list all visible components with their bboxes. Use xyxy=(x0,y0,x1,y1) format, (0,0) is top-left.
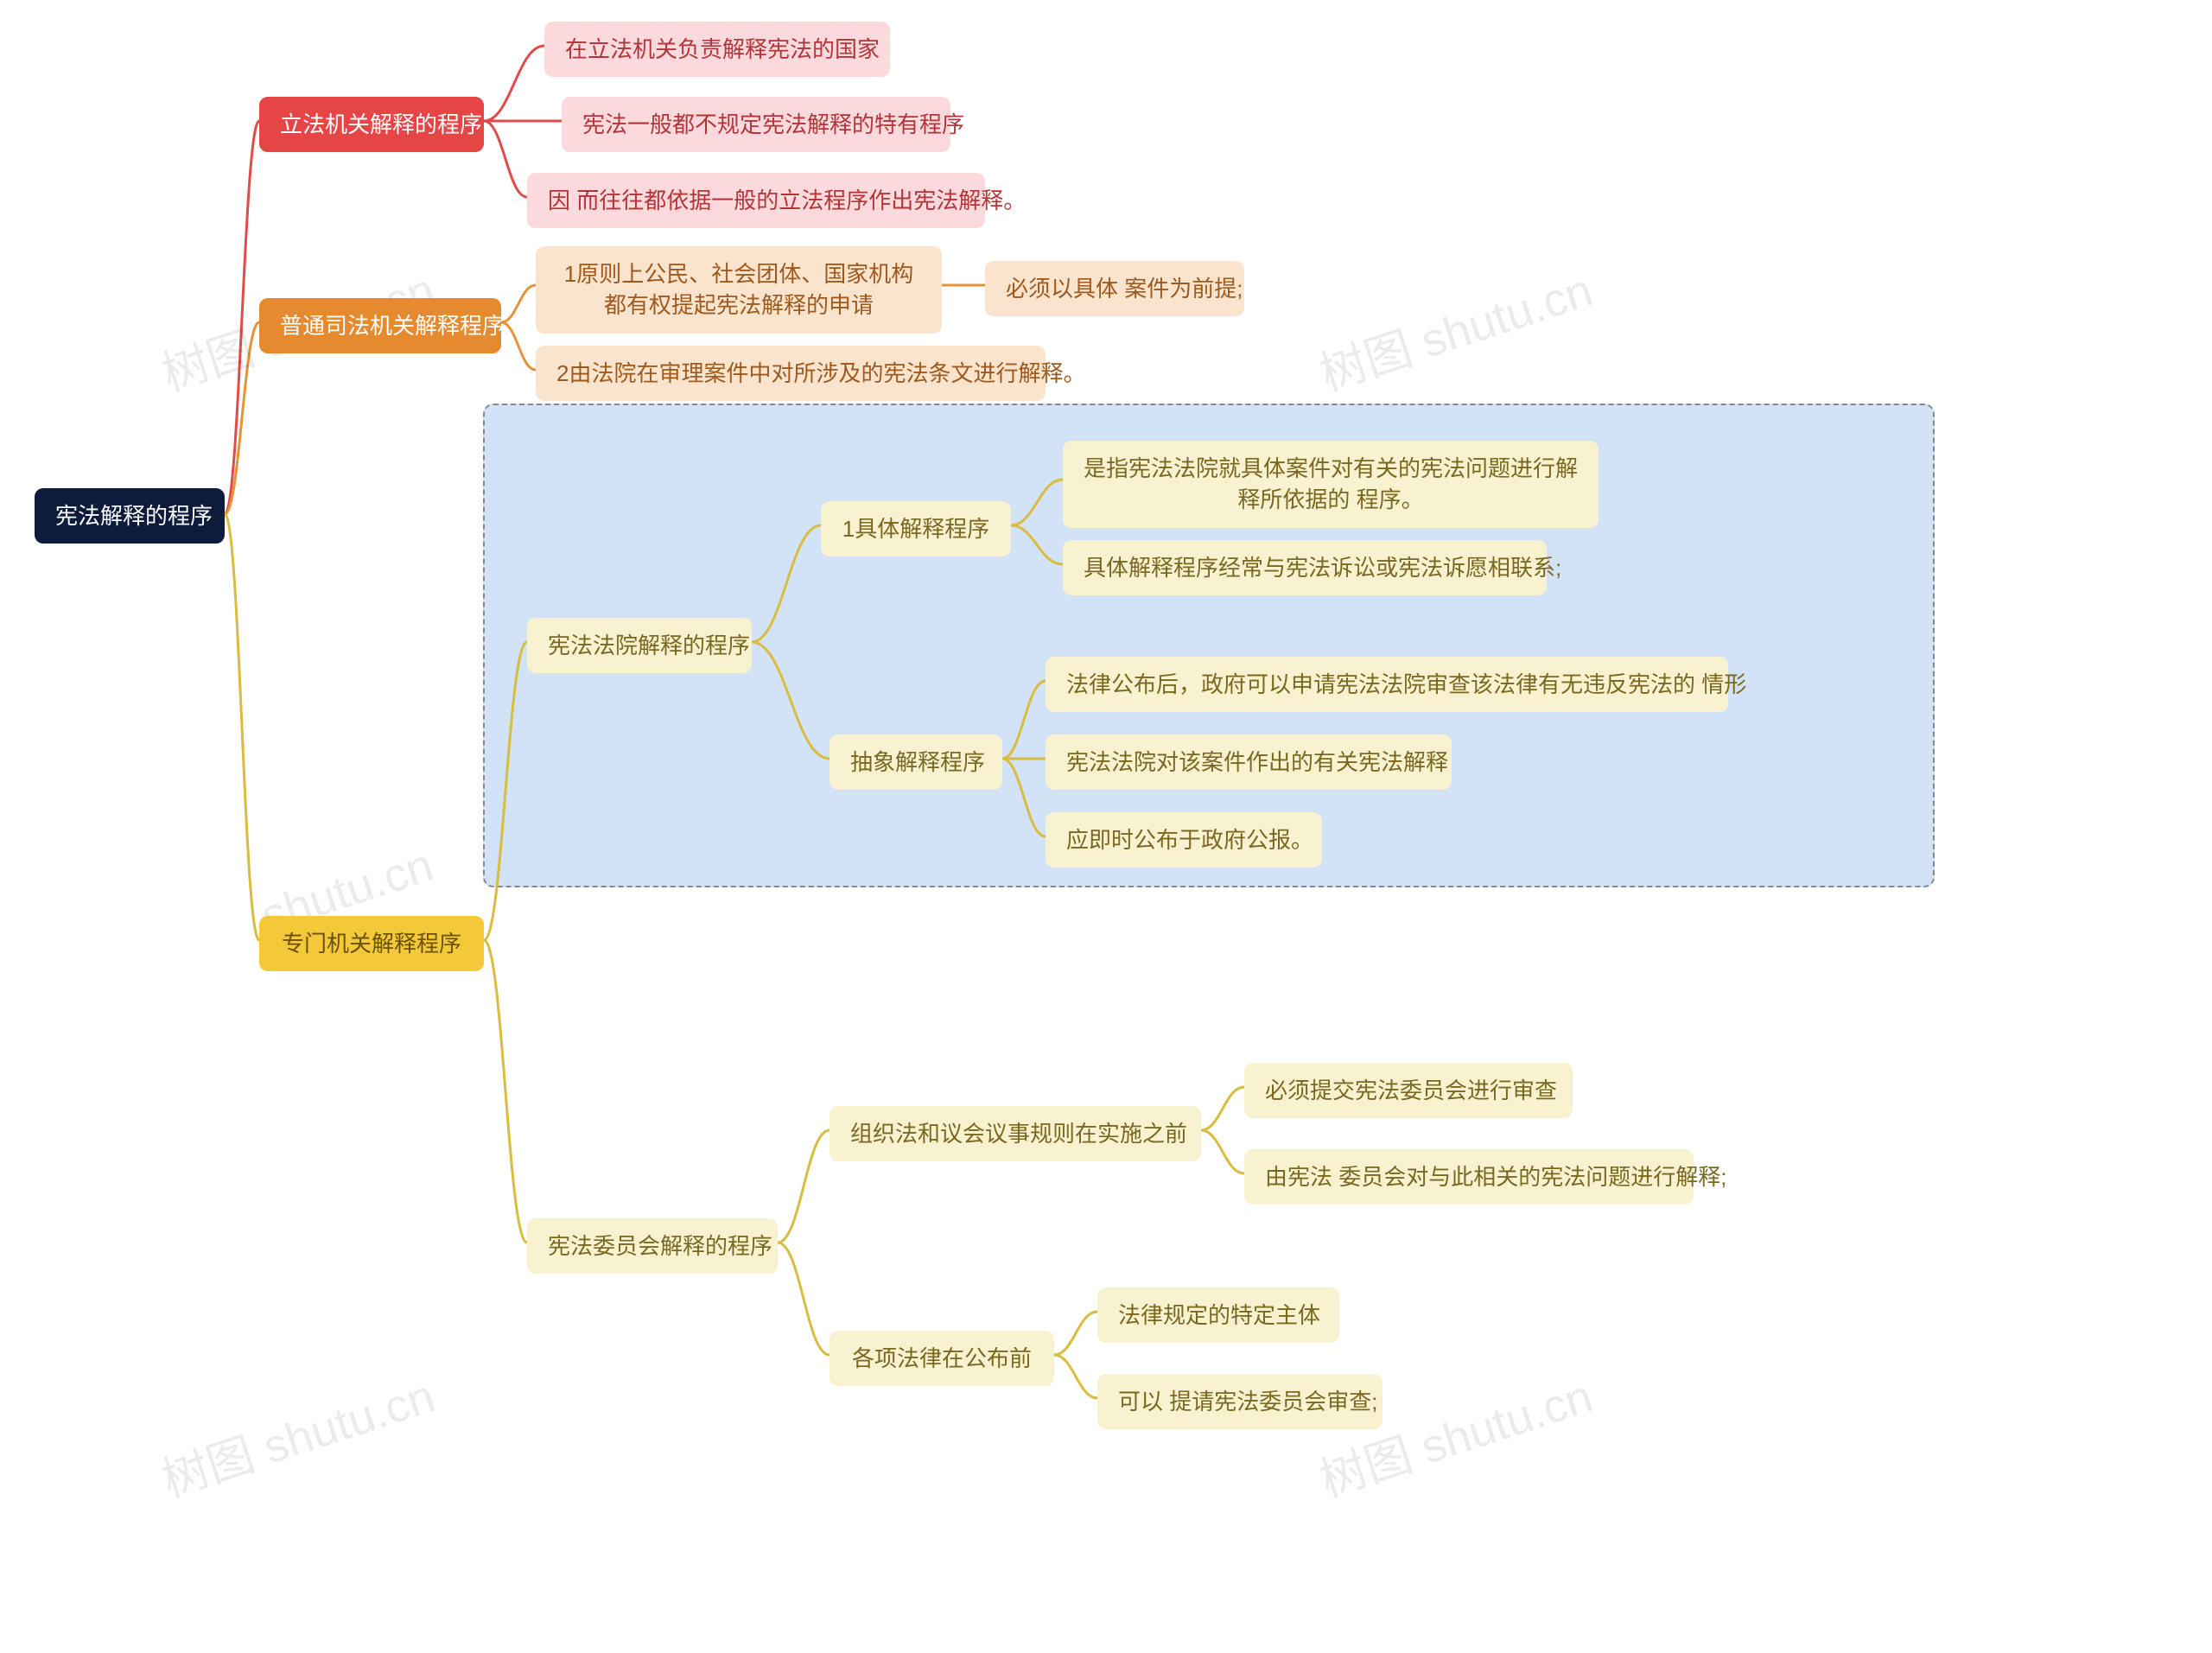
edge-root-b1 xyxy=(225,121,259,514)
edge-b2-b2b xyxy=(501,322,536,370)
node-b3a2a[interactable]: 法律公布后，政府可以申请宪法法院审查该法律有无违反宪法的 情形 xyxy=(1046,657,1728,712)
edge-b3-b3b xyxy=(484,940,527,1243)
node-b3a2[interactable]: 抽象解释程序 xyxy=(830,734,1002,790)
node-b3a[interactable]: 宪法法院解释的程序 xyxy=(527,618,752,673)
edge-b3b2-b3b2b xyxy=(1054,1355,1097,1398)
node-b3b2[interactable]: 各项法律在公布前 xyxy=(830,1331,1054,1386)
node-b3a2b[interactable]: 宪法法院对该案件作出的有关宪法解释 xyxy=(1046,734,1452,790)
node-b3a1b[interactable]: 具体解释程序经常与宪法诉讼或宪法诉愿相联系; xyxy=(1063,540,1547,595)
edge-b3b2-b3b2a xyxy=(1054,1312,1097,1355)
edge-b3b-b3b1 xyxy=(778,1130,830,1243)
node-b3b2a[interactable]: 法律规定的特定主体 xyxy=(1097,1287,1339,1343)
node-b2a[interactable]: 1原则上公民、社会团体、国家机构都有权提起宪法解释的申请 xyxy=(536,246,942,334)
node-b1c[interactable]: 因 而往往都依据一般的立法程序作出宪法解释。 xyxy=(527,173,985,228)
node-root[interactable]: 宪法解释的程序 xyxy=(35,488,225,544)
node-b3b[interactable]: 宪法委员会解释的程序 xyxy=(527,1218,778,1274)
edge-b3b-b3b2 xyxy=(778,1243,830,1355)
edge-b1-b1a xyxy=(484,46,544,121)
node-b1a[interactable]: 在立法机关负责解释宪法的国家 xyxy=(544,22,890,77)
edge-b3b1-b3b1b xyxy=(1201,1130,1244,1173)
edge-b1-b1c xyxy=(484,121,527,197)
edge-root-b3 xyxy=(225,514,259,940)
node-b3[interactable]: 专门机关解释程序 xyxy=(259,916,484,971)
mindmap-canvas: 树图 shutu.cn树图 shutu.cnshutu.cn树图 shutu.c… xyxy=(0,0,2212,1653)
node-b3b1[interactable]: 组织法和议会议事规则在实施之前 xyxy=(830,1106,1201,1161)
node-b1b[interactable]: 宪法一般都不规定宪法解释的特有程序 xyxy=(562,97,950,152)
node-b3a1[interactable]: 1具体解释程序 xyxy=(821,501,1011,556)
node-b1[interactable]: 立法机关解释的程序 xyxy=(259,97,484,152)
node-b2b[interactable]: 2由法院在审理案件中对所涉及的宪法条文进行解释。 xyxy=(536,346,1046,401)
watermark: 树图 shutu.cn xyxy=(152,1357,442,1510)
edge-root-b2 xyxy=(225,322,259,514)
node-b3b2b[interactable]: 可以 提请宪法委员会审查; xyxy=(1097,1374,1382,1429)
watermark: 树图 shutu.cn xyxy=(1310,251,1600,404)
edge-b2-b2a xyxy=(501,285,536,322)
node-b3b1b[interactable]: 由宪法 委员会对与此相关的宪法问题进行解释; xyxy=(1244,1149,1694,1205)
node-b3a2c[interactable]: 应即时公布于政府公报。 xyxy=(1046,812,1322,868)
node-b2[interactable]: 普通司法机关解释程序 xyxy=(259,298,501,353)
node-b3b1a[interactable]: 必须提交宪法委员会进行审查 xyxy=(1244,1063,1573,1118)
node-b3a1a[interactable]: 是指宪法法院就具体案件对有关的宪法问题进行解释所依据的 程序。 xyxy=(1063,441,1599,528)
node-b2a1[interactable]: 必须以具体 案件为前提; xyxy=(985,261,1244,316)
edge-b3b1-b3b1a xyxy=(1201,1087,1244,1130)
